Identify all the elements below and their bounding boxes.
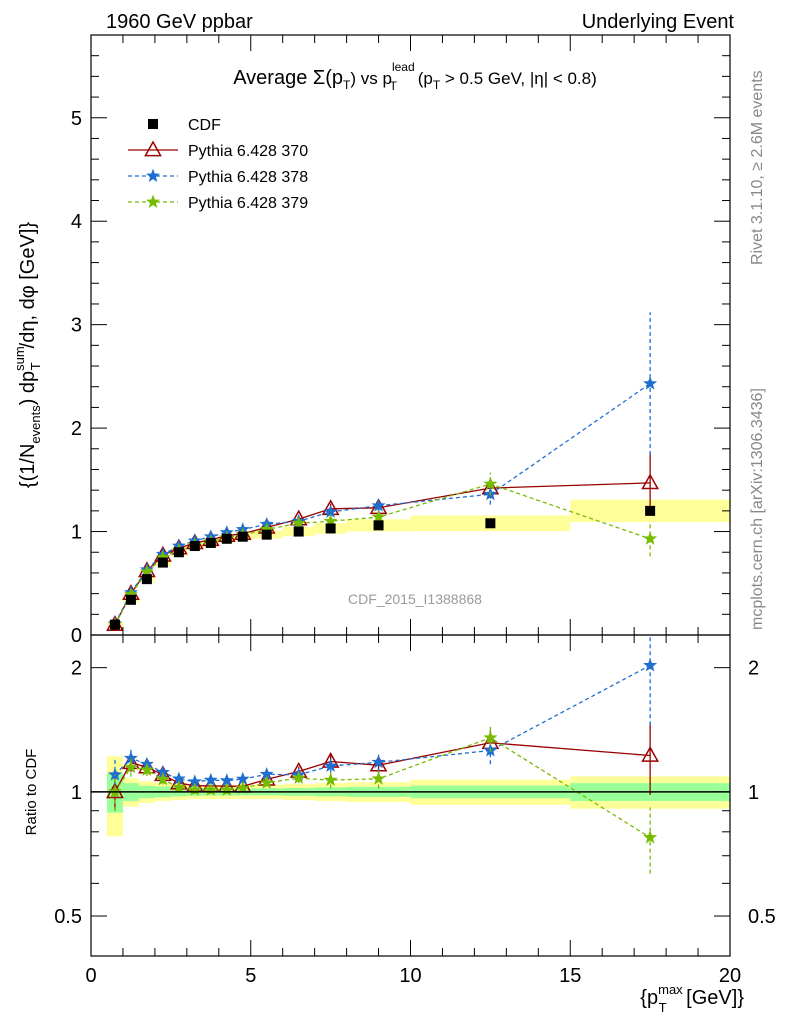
series-2-point	[483, 476, 498, 490]
ratio-uncertainty-bands	[106, 756, 730, 837]
axis-tick-labels: 0 5 10 15 20 0 1 2 3 4 5 0.5 0.5 1 1 2 2	[54, 108, 776, 987]
series-1-point	[643, 376, 658, 390]
y-tick-label-main: 4	[71, 211, 82, 233]
series-2-ratio-point	[259, 775, 274, 789]
x-tick-label: 10	[399, 965, 421, 987]
axis-ticks	[90, 35, 731, 956]
ratio-y-axis-label: Ratio to CDF	[23, 749, 40, 836]
series-2-ratio-point	[139, 762, 154, 777]
legend-marker-1	[144, 140, 162, 157]
series-2-ratio-point	[483, 730, 498, 744]
x-axis-label: {pmax T [GeV]}	[640, 982, 744, 1015]
cdf-data-point	[293, 526, 304, 537]
cdf-data-point	[205, 537, 216, 548]
cdf-data-point	[237, 531, 248, 542]
series-1-point	[371, 498, 386, 512]
legend-label-0: CDF	[188, 117, 221, 134]
series-2-ratio-point	[203, 782, 218, 796]
series-2-ratio-point	[323, 772, 338, 786]
analysis-watermark: CDF_2015_I1388868	[348, 591, 482, 607]
y-axis-label: {(1/Nevents) dpsumT/dη, dφ [GeV]}	[12, 222, 43, 488]
series-2-ratio-point	[291, 770, 306, 784]
y-tick-label-main: 5	[71, 108, 82, 130]
series-1-ratio-point	[371, 754, 386, 769]
x-tick-label: 5	[245, 965, 256, 987]
cdf-data-point	[221, 533, 232, 544]
legend-label-3: Pythia 6.428 379	[188, 195, 308, 212]
x-tick-label: 20	[719, 965, 741, 987]
series-1-ratio-point	[107, 767, 122, 781]
y-tick-label-ratio-right: 1	[748, 782, 759, 804]
series-0-ratio-point	[641, 745, 660, 762]
cdf-data-point	[109, 619, 120, 630]
y-tick-label-main: 0	[71, 625, 82, 647]
chart-title: Average Σ(pT) vs plead T (pT > 0.5 GeV, |…	[233, 60, 597, 93]
series-1-line	[114, 383, 651, 624]
legend-label-2: Pythia 6.428 378	[188, 169, 308, 186]
rivet-label: Rivet 3.1.10, ≥ 2.6M events	[749, 70, 766, 265]
series-2-ratio-point	[643, 830, 658, 844]
header-left-label: 1960 GeV ppbar	[106, 11, 253, 33]
legend-marker-0	[148, 119, 158, 129]
cdf-data-point	[373, 520, 384, 531]
y-tick-label-ratio: 2	[71, 658, 82, 680]
cdf-data-point	[125, 594, 136, 605]
series-2-point	[643, 531, 658, 545]
series-1-ratio-point	[643, 658, 658, 672]
legend-marker-3	[145, 194, 161, 209]
y-tick-label-main: 3	[71, 315, 82, 337]
legend-marker-2	[145, 168, 161, 183]
series-2-ratio-point	[171, 780, 186, 794]
x-tick-label: 15	[559, 965, 581, 987]
cdf-data-point	[157, 557, 168, 568]
y-tick-label-ratio-right: 2	[748, 658, 759, 680]
series-2-ratio-point	[235, 780, 250, 795]
series-2-point	[371, 509, 386, 524]
legend-label-1: Pythia 6.428 370	[188, 143, 308, 160]
y-tick-label-main: 1	[71, 522, 82, 544]
cdf-data-point	[485, 518, 496, 529]
cdf-data-point	[189, 541, 200, 552]
series-2-ratio-point	[371, 771, 386, 785]
cdf-data-point	[645, 505, 656, 516]
cdf-data-point	[325, 523, 336, 534]
y-tick-label-main: 2	[71, 418, 82, 440]
mcplots-label: mcplots.cern.ch [arXiv:1306.3436]	[749, 388, 766, 630]
series-2-point	[291, 515, 306, 530]
cdf-data-point	[173, 547, 184, 558]
series-0-point	[641, 473, 660, 490]
cdf-data-layer	[109, 505, 656, 630]
main-uncertainty-bands	[106, 499, 730, 627]
y-tick-label-ratio: 0.5	[54, 906, 82, 928]
series-2-ratio-point	[155, 772, 170, 786]
cdf-data-point	[261, 529, 272, 540]
y-tick-label-ratio: 1	[71, 782, 82, 804]
legend: CDF Pythia 6.428 370 Pythia 6.428 378 Pythi…	[128, 117, 308, 212]
series-2-ratio-point	[123, 759, 138, 774]
header-right-label: Underlying Event	[582, 11, 735, 33]
series-1-ratio-point	[323, 758, 338, 772]
x-tick-label: 0	[85, 965, 96, 987]
series-1-ratio-line	[114, 664, 651, 783]
series-2-ratio-point	[219, 782, 234, 796]
cdf-data-point	[141, 574, 152, 585]
y-tick-label-ratio-right: 0.5	[748, 906, 776, 928]
